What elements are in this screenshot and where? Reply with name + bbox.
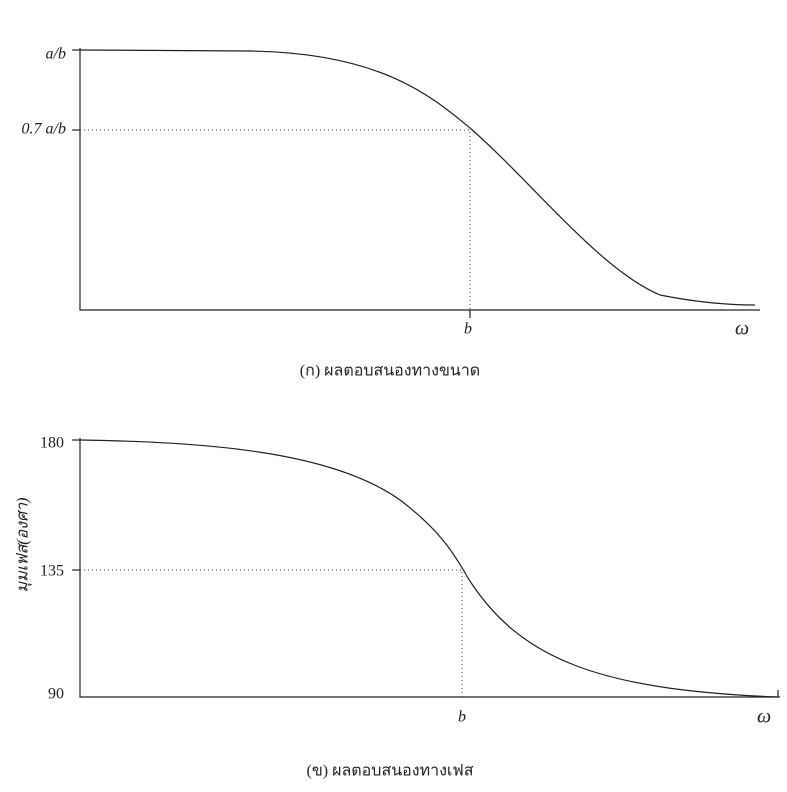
x-label: ω xyxy=(757,706,771,728)
guide-line xyxy=(80,130,470,310)
guide-line xyxy=(80,570,462,697)
x-label: b xyxy=(458,709,466,726)
x-label: b xyxy=(464,321,472,338)
caption: (ก) ผลตอบสนองทางขนาด xyxy=(300,363,480,380)
caption: (ข) ผลตอบสนองทางเฟส xyxy=(307,763,474,780)
axis xyxy=(80,438,780,697)
figure: a/b 0.7 a/b b ω (ก) ผลตอบสนองทางขนาด มุม… xyxy=(0,0,787,792)
magnitude-plot: a/b 0.7 a/b b ω (ก) ผลตอบสนองทางขนาด xyxy=(22,46,760,380)
y-label: 180 xyxy=(40,435,64,452)
y-label: a/b xyxy=(46,46,66,63)
magnitude-curve xyxy=(80,50,755,305)
axis xyxy=(80,48,760,310)
y-label: 0.7 a/b xyxy=(22,121,66,138)
y-axis-title: มุมเฟส(องศา) xyxy=(15,498,33,593)
y-label: 90 xyxy=(48,686,64,703)
y-label: 135 xyxy=(40,563,64,580)
phase-plot: มุมเฟส(องศา) 180 135 90 b ω (ข) ผลตอบสนอ… xyxy=(15,435,780,780)
phase-curve xyxy=(80,440,778,697)
x-label: ω xyxy=(735,318,749,340)
